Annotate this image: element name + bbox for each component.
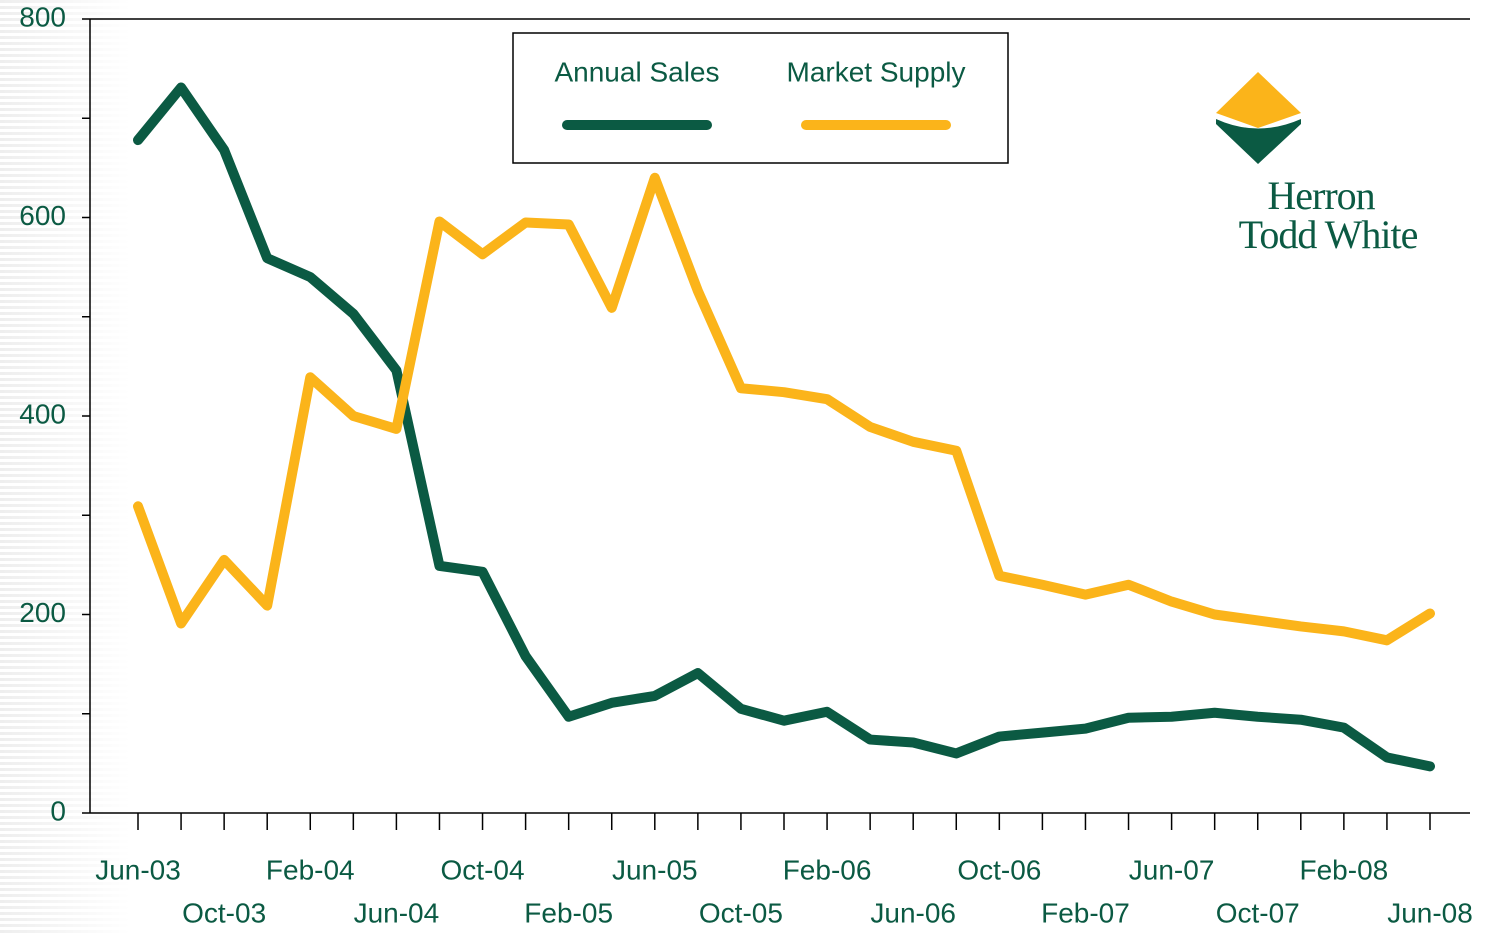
x-tick-label: Jun-06 <box>870 897 956 928</box>
x-tick-label: Feb-06 <box>783 854 872 885</box>
x-tick-label: Jun-07 <box>1129 854 1215 885</box>
x-tick-label: Jun-03 <box>95 854 181 885</box>
x-tick-label: Feb-05 <box>524 897 613 928</box>
y-tick-label: 0 <box>50 795 66 826</box>
x-tick-label: Jun-08 <box>1387 897 1473 928</box>
logo-text: Herron <box>1267 173 1375 218</box>
legend-box <box>512 32 1009 164</box>
x-tick-label: Oct-07 <box>1216 897 1300 928</box>
background-fade <box>0 0 130 933</box>
x-tick-label: Feb-04 <box>266 854 355 885</box>
x-tick-label: Feb-08 <box>1300 854 1389 885</box>
line-series <box>133 82 1435 772</box>
x-tick-label: Feb-07 <box>1041 897 1130 928</box>
line-series <box>133 172 1435 646</box>
logo-text: Todd White <box>1239 212 1418 257</box>
x-tick-label: Jun-04 <box>354 897 440 928</box>
legend-label: Annual Sales <box>554 56 719 87</box>
legend-label: Market Supply <box>787 56 966 87</box>
y-tick-label: 400 <box>19 398 66 429</box>
logo-diamond-top <box>1216 72 1301 128</box>
x-tick-label: Jun-05 <box>612 854 698 885</box>
y-tick-label: 200 <box>19 597 66 628</box>
x-tick-label: Oct-03 <box>182 897 266 928</box>
y-tick-label: 600 <box>19 200 66 231</box>
y-tick-label: 800 <box>19 1 66 32</box>
x-tick-label: Oct-04 <box>441 854 525 885</box>
logo: Herron Todd White <box>1216 72 1419 257</box>
logo-diamond-bottom <box>1216 119 1301 164</box>
x-tick-label: Oct-06 <box>957 854 1041 885</box>
x-tick-label: Oct-05 <box>699 897 783 928</box>
